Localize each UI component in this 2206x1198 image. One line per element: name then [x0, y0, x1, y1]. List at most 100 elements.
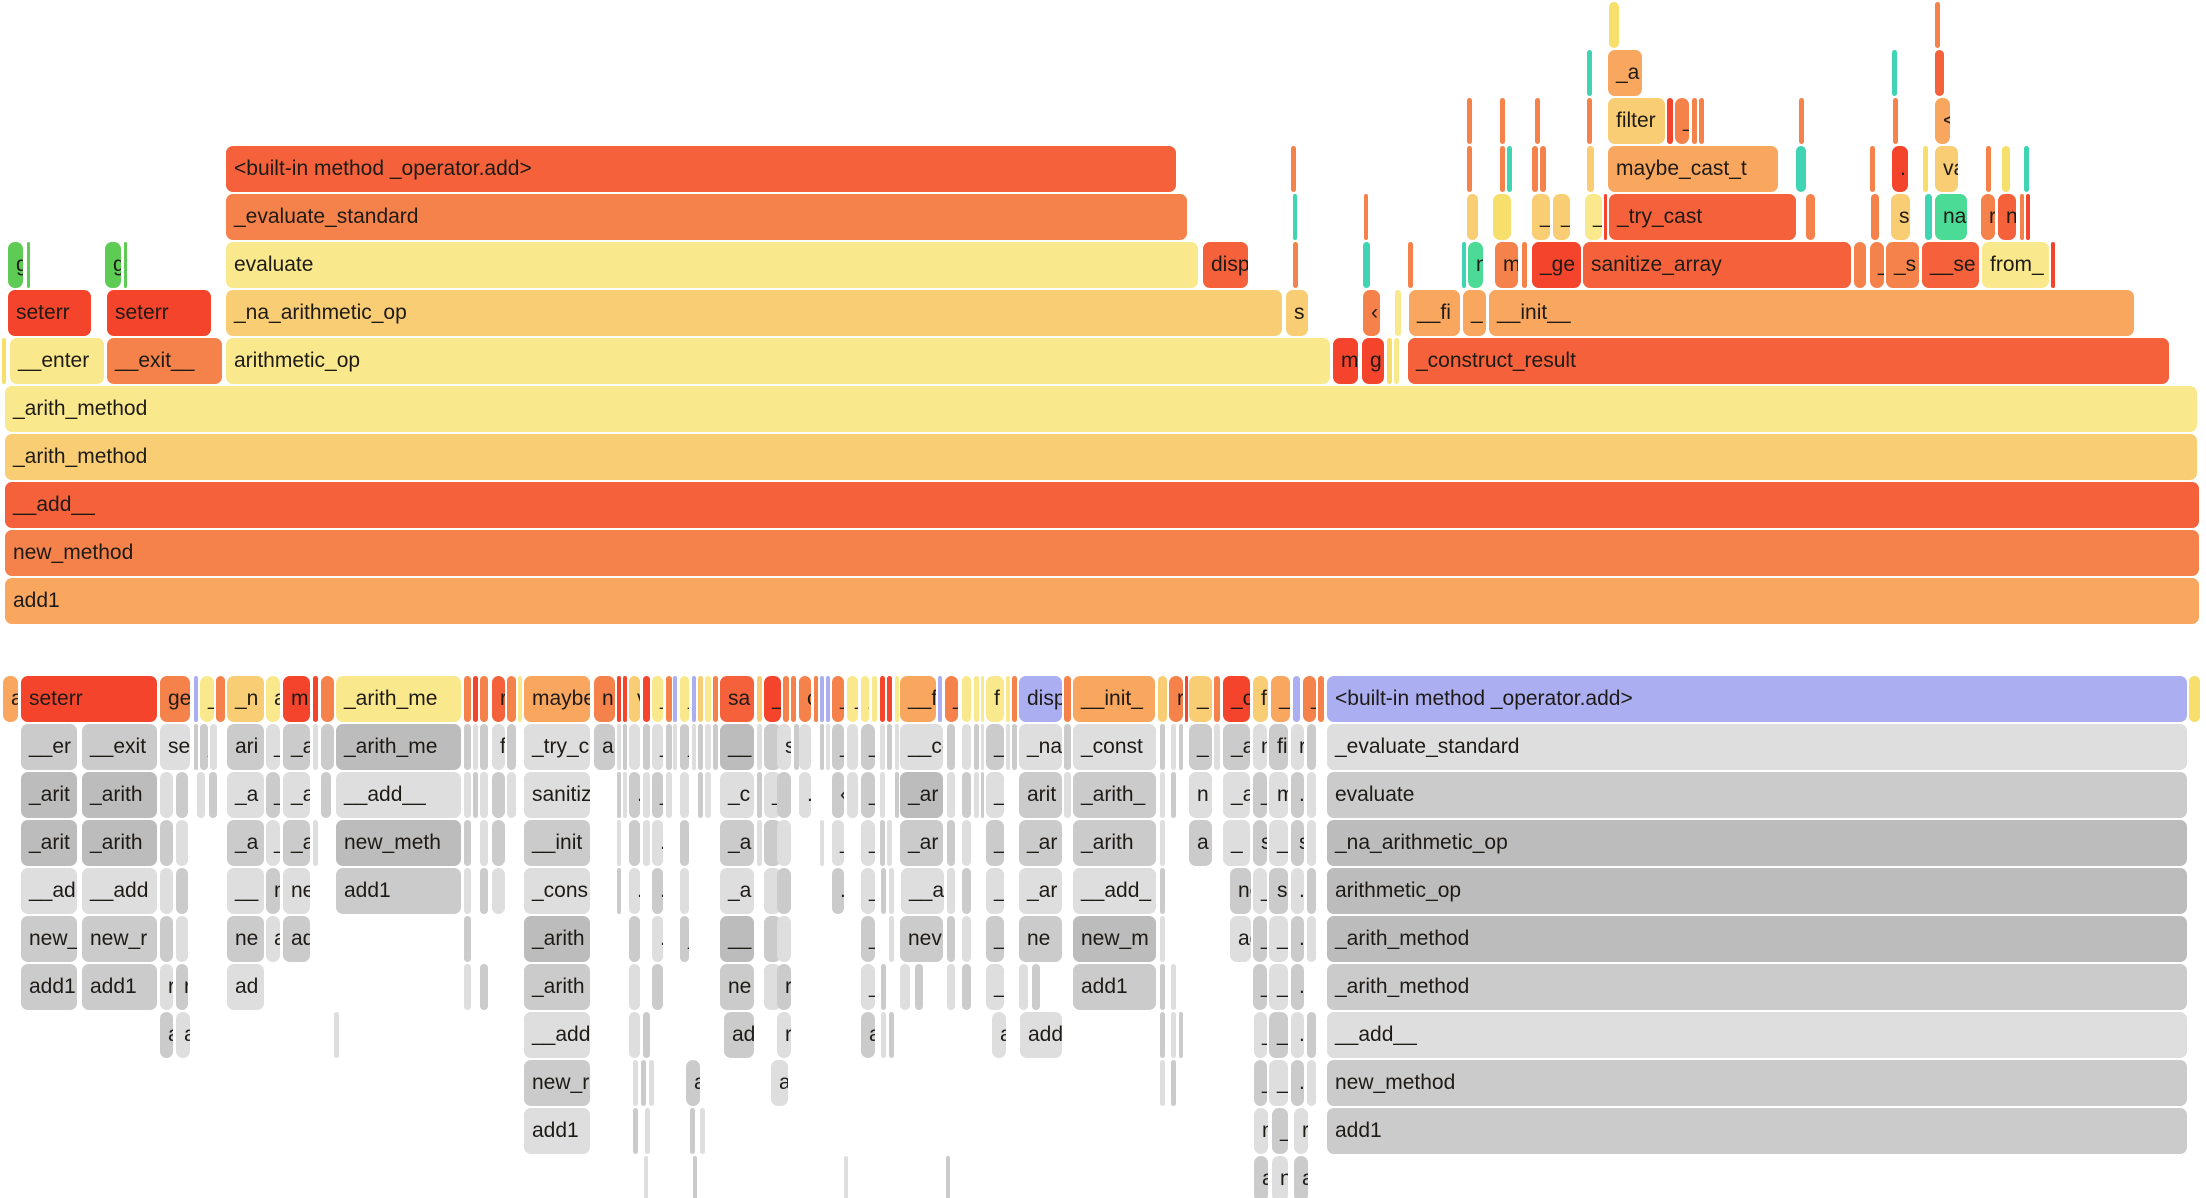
frame-block[interactable] — [2002, 146, 2010, 192]
frame-block[interactable]: n — [1189, 772, 1212, 818]
frame-block[interactable]: nev — [900, 916, 943, 962]
frame-block[interactable] — [1986, 146, 1991, 192]
frame-block[interactable]: ‹ — [1806, 194, 1815, 240]
frame-block[interactable] — [160, 868, 173, 914]
frame-block[interactable] — [492, 820, 505, 866]
frame-block[interactable] — [764, 964, 781, 1010]
frame-block[interactable]: __add__ — [5, 482, 2199, 528]
frame-block[interactable]: _ — [1585, 194, 1602, 240]
frame-block[interactable] — [652, 964, 663, 1010]
frame-block[interactable] — [210, 724, 217, 770]
frame-block[interactable]: _ — [986, 724, 1004, 770]
frame-block[interactable]: a — [176, 1012, 190, 1058]
frame-block[interactable] — [629, 724, 640, 770]
frame-block[interactable] — [1408, 242, 1413, 288]
frame-block[interactable] — [666, 724, 672, 770]
frame-block[interactable] — [194, 676, 198, 722]
frame-block[interactable] — [981, 724, 984, 770]
frame-block[interactable]: . — [629, 772, 640, 818]
frame-block[interactable] — [1796, 146, 1806, 192]
frame-block[interactable]: _ — [832, 724, 844, 770]
frame-block[interactable] — [847, 724, 858, 770]
frame-block[interactable] — [820, 820, 824, 866]
frame-block[interactable]: s — [1891, 194, 1910, 240]
frame-block[interactable]: . — [652, 916, 663, 962]
frame-block[interactable] — [1307, 772, 1316, 818]
frame-block[interactable] — [1871, 194, 1879, 240]
frame-block[interactable] — [1535, 98, 1540, 144]
frame-block[interactable]: _ — [1253, 916, 1267, 962]
frame-block[interactable] — [757, 820, 762, 866]
frame-block[interactable] — [1395, 290, 1401, 336]
frame-block[interactable] — [2, 338, 6, 384]
frame-block[interactable]: _ — [1269, 916, 1288, 962]
frame-block[interactable] — [1064, 772, 1071, 818]
frame-block[interactable]: r — [492, 676, 505, 722]
frame-block[interactable] — [1587, 98, 1592, 144]
frame-block[interactable] — [1171, 964, 1176, 1010]
frame-block[interactable] — [757, 772, 762, 818]
frame-block[interactable]: . — [680, 772, 689, 818]
frame-block[interactable] — [777, 868, 791, 914]
frame-block[interactable]: _arit — [21, 820, 77, 866]
frame-block[interactable]: _const — [1073, 724, 1156, 770]
frame-block[interactable] — [1854, 242, 1866, 288]
frame-block[interactable] — [915, 964, 923, 1010]
frame-block[interactable]: _ — [986, 868, 1004, 914]
frame-block[interactable]: evaluate — [226, 242, 1198, 288]
frame-block[interactable]: _c — [1223, 676, 1250, 722]
frame-block[interactable] — [1293, 194, 1297, 240]
frame-block[interactable]: disp — [1203, 242, 1248, 288]
frame-block[interactable] — [974, 772, 979, 818]
frame-block[interactable]: arithmetic_op — [1327, 868, 2187, 914]
frame-block[interactable] — [480, 868, 488, 914]
frame-block[interactable]: _ — [266, 724, 280, 770]
frame-block[interactable] — [777, 772, 791, 818]
frame-block[interactable] — [962, 964, 971, 1010]
frame-block[interactable]: __add — [82, 868, 157, 914]
frame-block[interactable] — [673, 724, 677, 770]
frame-block[interactable]: _ — [986, 916, 1004, 962]
frame-block[interactable] — [1291, 146, 1296, 192]
frame-block[interactable] — [480, 772, 488, 818]
frame-block[interactable]: a — [686, 1060, 700, 1106]
frame-block[interactable] — [1171, 1060, 1176, 1106]
frame-block[interactable]: _arith — [524, 916, 590, 962]
frame-block[interactable]: _a — [227, 820, 264, 866]
frame-block[interactable] — [880, 676, 885, 722]
frame-block[interactable] — [507, 724, 516, 770]
frame-block[interactable]: seterr — [107, 290, 211, 336]
frame-block[interactable] — [847, 772, 858, 818]
frame-block[interactable] — [880, 820, 885, 866]
frame-block[interactable]: _ — [764, 772, 781, 818]
frame-block[interactable] — [962, 820, 971, 866]
frame-block[interactable]: . — [799, 772, 811, 818]
frame-block[interactable]: __ad — [21, 868, 77, 914]
frame-block[interactable]: n — [594, 676, 615, 722]
frame-block[interactable] — [974, 724, 979, 770]
frame-block[interactable]: s — [1286, 290, 1308, 336]
frame-block[interactable] — [1012, 676, 1017, 722]
frame-block[interactable] — [1293, 676, 1300, 722]
frame-block[interactable]: . — [947, 868, 955, 914]
frame-block[interactable]: _ — [861, 868, 875, 914]
frame-block[interactable]: _ — [1254, 1060, 1267, 1106]
frame-block[interactable] — [962, 772, 971, 818]
frame-block[interactable] — [692, 724, 696, 770]
frame-block[interactable]: new_m — [1073, 916, 1156, 962]
frame-block[interactable] — [473, 772, 478, 818]
frame-block[interactable] — [1799, 98, 1804, 144]
frame-block[interactable]: n — [1253, 724, 1267, 770]
frame-block[interactable]: add1 — [336, 868, 461, 914]
frame-block[interactable]: m — [1495, 242, 1518, 288]
frame-block[interactable]: _cons — [524, 868, 590, 914]
frame-block[interactable] — [1467, 146, 1472, 192]
frame-block[interactable] — [814, 676, 818, 722]
frame-block[interactable] — [826, 724, 830, 770]
frame-block[interactable]: ne — [227, 916, 264, 962]
frame-block[interactable]: _n — [227, 676, 264, 722]
frame-block[interactable]: _ — [1675, 98, 1689, 144]
frame-block[interactable]: _arith_method — [1327, 964, 2187, 1010]
frame-block[interactable]: _a — [720, 820, 754, 866]
frame-block[interactable]: f — [986, 676, 1004, 722]
